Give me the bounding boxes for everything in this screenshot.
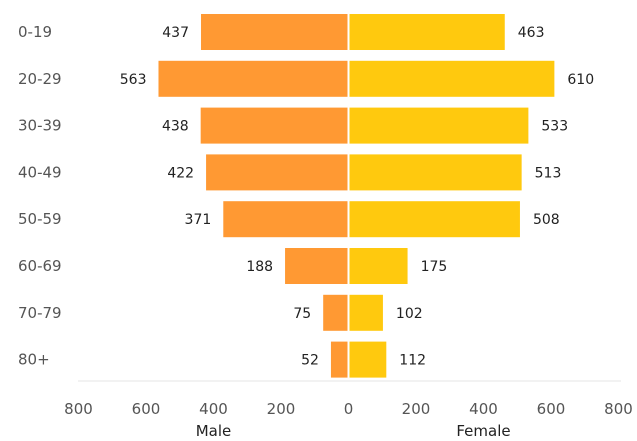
x-tick-labels: 800 600 400 200 0 200 400 600 800 <box>64 400 633 418</box>
female-bar <box>348 201 520 238</box>
female-value-label: 175 <box>421 259 448 275</box>
category-label: 20-29 <box>18 70 62 88</box>
category-label: 40-49 <box>18 163 62 181</box>
female-value-label: 533 <box>541 119 568 135</box>
female-value-label: 463 <box>518 25 545 41</box>
male-value-label: 52 <box>301 353 319 369</box>
female-value-label: 610 <box>567 72 594 88</box>
category-label: 60-69 <box>18 257 62 275</box>
male-bar <box>200 107 349 144</box>
male-bar <box>323 294 349 331</box>
category-label: 30-39 <box>18 117 62 135</box>
female-bar <box>348 60 555 97</box>
female-value-label: 102 <box>396 306 423 322</box>
x-tick-label: 400 <box>469 400 498 418</box>
x-tick-label: 600 <box>132 400 161 418</box>
bars-layer <box>158 14 555 378</box>
female-bar <box>348 341 387 378</box>
x-axis-title-female: Female <box>456 422 510 440</box>
labels-layer: 0-19 437 463 20-29 563 610 30-39 438 533 40-49 422… <box>18 23 594 369</box>
male-value-label: 563 <box>120 72 147 88</box>
male-value-label: 422 <box>167 165 194 181</box>
female-bar <box>348 294 383 331</box>
male-bar <box>285 248 349 284</box>
male-bar <box>330 341 349 378</box>
category-label: 80+ <box>18 351 50 369</box>
male-value-label: 438 <box>162 119 189 135</box>
x-axis-title-male: Male <box>196 422 232 440</box>
female-bar <box>348 154 522 191</box>
male-bar <box>223 201 349 238</box>
category-label: 50-59 <box>18 210 62 228</box>
male-bar <box>158 60 349 97</box>
x-tick-label: 400 <box>199 400 228 418</box>
female-value-label: 112 <box>399 353 426 369</box>
x-tick-label: 800 <box>604 400 633 418</box>
male-value-label: 437 <box>162 25 189 41</box>
male-value-label: 75 <box>293 306 311 322</box>
male-value-label: 188 <box>246 259 273 275</box>
x-tick-label: 0 <box>344 400 354 418</box>
x-tick-label: 600 <box>537 400 566 418</box>
male-bar <box>201 14 349 50</box>
female-bar <box>348 14 505 50</box>
female-value-label: 513 <box>535 165 562 181</box>
male-value-label: 371 <box>185 212 212 228</box>
x-tick-label: 200 <box>267 400 296 418</box>
x-tick-label: 800 <box>64 400 93 418</box>
female-bar <box>348 107 529 144</box>
female-bar <box>348 248 408 284</box>
category-label: 0-19 <box>18 23 52 41</box>
male-bar <box>206 154 349 191</box>
x-tick-label: 200 <box>402 400 431 418</box>
category-label: 70-79 <box>18 304 62 322</box>
female-value-label: 508 <box>533 212 560 228</box>
